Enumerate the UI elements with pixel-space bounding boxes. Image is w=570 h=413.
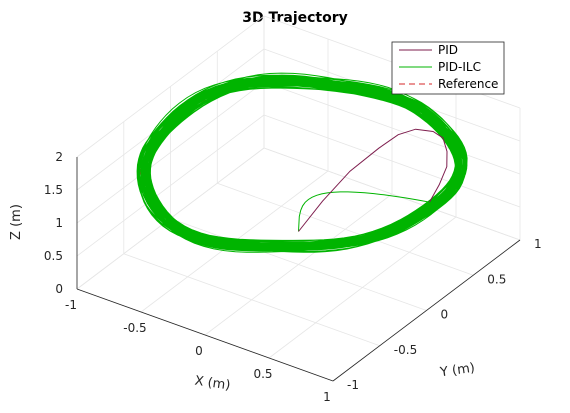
gridline xyxy=(170,218,427,311)
gridline xyxy=(263,81,521,175)
z-tick-label: 0.5 xyxy=(44,249,63,263)
gridline xyxy=(263,114,521,208)
y-tick-label: -0.5 xyxy=(394,343,417,357)
legend-label-reference: Reference xyxy=(438,77,498,91)
gridline xyxy=(123,253,380,347)
z-tick-label: 2 xyxy=(55,150,63,164)
series-pid-ilc-line xyxy=(136,72,468,253)
ticks-layer: -1 -0.5 0 0.5 1 -1 -0.5 0 0.5 1 0 0.5 1 1.5 2 xyxy=(44,150,542,404)
chart-title: 3D Trajectory xyxy=(242,10,348,26)
series-layer xyxy=(136,72,468,253)
legend-label-pid: PID xyxy=(438,43,458,57)
gridline xyxy=(263,147,521,241)
y-tick-label: -1 xyxy=(347,378,359,392)
legend-label-pid-ilc: PID-ILC xyxy=(438,60,481,74)
x-tick-label: -0.5 xyxy=(123,321,146,335)
x-axis-label: X (m) xyxy=(194,374,232,394)
series-pid-line xyxy=(298,128,448,232)
gridline xyxy=(76,15,265,158)
x-tick-label: 1 xyxy=(323,390,331,404)
x-tick-label: -1 xyxy=(65,298,77,312)
x-axis-line xyxy=(76,288,334,382)
gridline xyxy=(76,114,265,257)
gridline xyxy=(76,81,265,224)
y-axis-label: Y (m) xyxy=(438,361,476,381)
z-tick-label: 1 xyxy=(55,216,63,230)
z-axis-label: Z (m) xyxy=(9,204,24,240)
z-tick-label: 1.5 xyxy=(44,183,63,197)
y-tick-label: 0.5 xyxy=(487,272,506,286)
gridline xyxy=(217,182,474,276)
y-tick-label: 1 xyxy=(534,237,542,251)
legend: PID PID-ILC Reference xyxy=(391,41,505,95)
legend-box xyxy=(391,41,505,95)
x-tick-label: 0.5 xyxy=(253,367,272,381)
x-tick-label: 0 xyxy=(195,344,203,358)
y-axis-line xyxy=(332,239,521,382)
z-tick-label: 0 xyxy=(55,282,63,296)
y-tick-label: 0 xyxy=(441,308,449,322)
